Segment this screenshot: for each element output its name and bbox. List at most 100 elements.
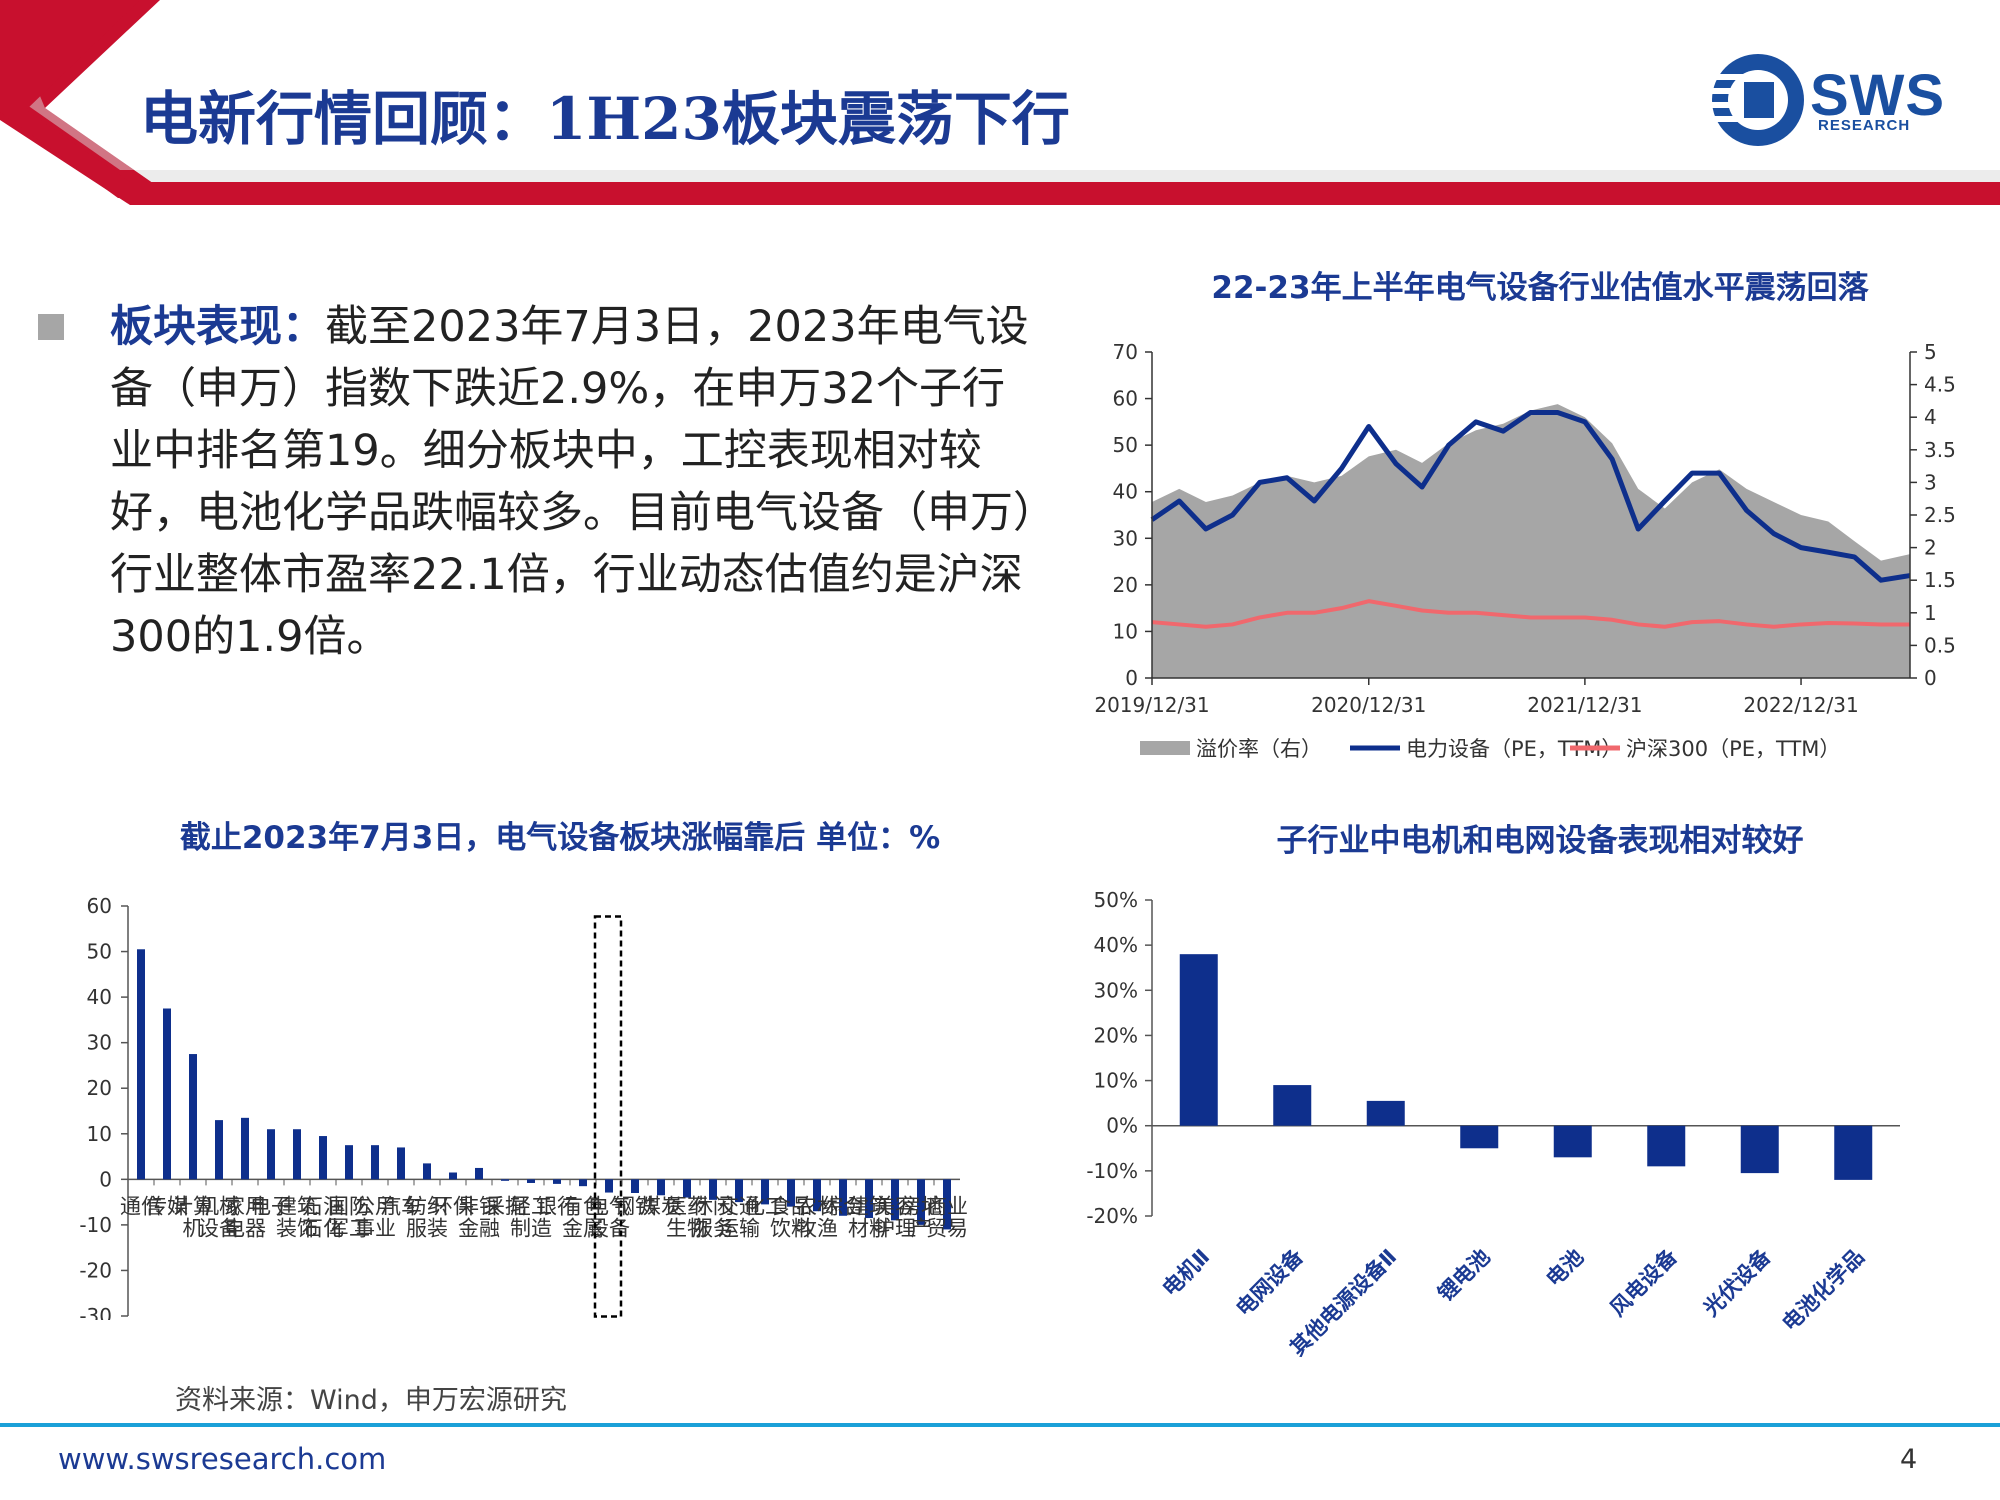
bar-美容护理 xyxy=(891,1179,899,1221)
chart1-title: 22-23年上半年电气设备行业估值水平震荡回落 xyxy=(1211,270,1869,306)
x-tick-label: 家用电器 xyxy=(224,1194,266,1240)
x-tick-label: 2020/12/31 xyxy=(1311,693,1426,717)
summary-body: 截至2023年7月3日，2023年电气设备（申万）指数下跌近2.9%，在申万32… xyxy=(110,302,1035,662)
y-left-tick-label: 20 xyxy=(1113,573,1138,597)
x-tick-label: 食品饮料 xyxy=(770,1194,812,1240)
highlight-box xyxy=(593,915,623,1318)
x-tick-label: 传媒 xyxy=(146,1194,188,1218)
y-tick-label: -30 xyxy=(79,1304,112,1320)
y-right-tick-label: 3 xyxy=(1924,470,1937,494)
sws-logo-icon xyxy=(1710,54,1804,146)
y-left-tick-label: 70 xyxy=(1113,340,1138,364)
bar-计算机 xyxy=(189,1054,197,1180)
y-left-tick-label: 0 xyxy=(1125,666,1138,690)
y-right-tick-label: 2.5 xyxy=(1924,503,1956,527)
bar-房地产 xyxy=(917,1179,925,1225)
bar-国防军工 xyxy=(345,1145,353,1180)
chart3-title: 子行业中电机和电网设备表现相对较好 xyxy=(1276,823,1804,859)
legend-label: 沪深300（PE，TTM） xyxy=(1626,737,1840,761)
logo-text: SWS xyxy=(1810,63,1946,128)
bar-农林牧渔 xyxy=(813,1179,821,1212)
y-right-tick-label: 0 xyxy=(1924,666,1937,690)
y-tick-label: 40% xyxy=(1094,933,1138,957)
x-tick-label: 房地产 xyxy=(900,1194,942,1240)
x-tick-label: 电机Ⅱ xyxy=(1158,1245,1214,1301)
bar-轻工制造 xyxy=(527,1179,535,1183)
y-tick-label: 10 xyxy=(87,1122,112,1146)
y-right-tick-label: 4.5 xyxy=(1924,373,1956,397)
y-tick-label: 30% xyxy=(1094,978,1138,1002)
bar-建筑装饰 xyxy=(293,1129,301,1180)
x-tick-label: 2019/12/31 xyxy=(1094,693,1209,717)
bar-家用电器 xyxy=(241,1117,249,1180)
bar-光伏设备 xyxy=(1740,1125,1779,1174)
y-tick-label: 0% xyxy=(1106,1114,1138,1138)
y-tick-label: 20 xyxy=(87,1076,112,1100)
bar-食品饮料 xyxy=(787,1179,795,1207)
x-tick-label: 锂电池 xyxy=(1433,1245,1495,1307)
bar-传媒 xyxy=(163,1008,171,1180)
y-left-tick-label: 30 xyxy=(1113,526,1138,550)
y-right-tick-label: 1 xyxy=(1924,601,1937,625)
y-tick-label: -20 xyxy=(79,1258,112,1282)
x-tick-label: 农林牧渔 xyxy=(796,1194,838,1240)
bar-煤炭 xyxy=(657,1179,665,1196)
bar-有色金属 xyxy=(579,1179,587,1187)
bar-其他电源设备Ⅱ xyxy=(1366,1100,1405,1126)
industry-bar-chart: -30-20-100102030405060通信传媒计算机机械设备家用电器电子建… xyxy=(79,894,968,1320)
footer-url[interactable]: www.swsresearch.com xyxy=(58,1442,387,1476)
y-right-tick-label: 2 xyxy=(1924,536,1937,560)
x-tick-label: 美容护理 xyxy=(874,1194,916,1240)
x-tick-label: 采掘 xyxy=(484,1194,526,1218)
bar-电池 xyxy=(1553,1125,1592,1158)
x-tick-label: 石油石化 xyxy=(302,1194,344,1240)
bar-银行 xyxy=(553,1179,561,1184)
bar-汽车 xyxy=(397,1147,405,1180)
bar-建筑材料 xyxy=(865,1179,873,1219)
bar-休闲服务 xyxy=(709,1179,717,1200)
x-tick-label: 交通运输 xyxy=(718,1194,760,1240)
x-tick-label: 钢铁 xyxy=(614,1194,656,1218)
legend-swatch-area xyxy=(1140,741,1190,755)
x-tick-label: 光伏设备 xyxy=(1698,1244,1776,1322)
y-tick-label: 20% xyxy=(1094,1023,1138,1047)
y-right-tick-label: 3.5 xyxy=(1924,438,1956,462)
header-band xyxy=(0,0,2000,198)
y-tick-label: 50% xyxy=(1094,888,1138,912)
bar-化工 xyxy=(761,1179,769,1205)
x-tick-label: 综合 xyxy=(822,1194,864,1218)
x-tick-label: 机械设备 xyxy=(198,1194,240,1240)
x-tick-label: 2021/12/31 xyxy=(1527,693,1642,717)
x-tick-label: 计算机 xyxy=(172,1194,214,1240)
x-tick-label: 商业贸易 xyxy=(926,1194,968,1240)
x-tick-label: 非银金融 xyxy=(458,1194,500,1240)
x-tick-label: 环保 xyxy=(432,1194,474,1218)
bar-锂电池 xyxy=(1460,1125,1499,1149)
x-tick-label: 电子 xyxy=(250,1194,292,1218)
chart2-title: 截止2023年7月3日，电气设备板块涨幅靠后 单位：% xyxy=(179,820,941,856)
x-tick-label: 纺织服装 xyxy=(406,1194,448,1240)
bar-电气设备 xyxy=(605,1179,613,1193)
x-tick-label: 电池化学品 xyxy=(1778,1245,1869,1336)
bar-公用事业 xyxy=(371,1145,379,1180)
y-tick-label: -20% xyxy=(1086,1204,1138,1228)
bar-电机Ⅱ xyxy=(1179,954,1218,1126)
x-tick-label: 银行 xyxy=(536,1194,578,1218)
page-title: 电新行情回顾：1H23板块震荡下行 xyxy=(140,85,1070,153)
bar-医药生物 xyxy=(683,1179,691,1198)
x-tick-label: 国防军工 xyxy=(328,1194,370,1240)
valuation-chart: 0 10 20 30 40 50 60 70 0 0.5 1 1.5 2 2.5 3 3.5 4 4.5 5 2019… xyxy=(1094,340,1956,761)
y-right-tick-label: 1.5 xyxy=(1924,568,1956,592)
footer-divider xyxy=(0,1423,2000,1427)
series-premium-area xyxy=(1152,404,1910,678)
y-left-tick-label: 50 xyxy=(1113,433,1138,457)
bar-交通运输 xyxy=(735,1179,743,1203)
source-note: 资料来源：Wind，申万宏源研究 xyxy=(175,1385,567,1416)
y-right-tick-label: 4 xyxy=(1924,405,1937,429)
y-tick-label: 0 xyxy=(99,1167,112,1191)
x-tick-label: 煤炭 xyxy=(640,1194,682,1218)
bar-石油石化 xyxy=(319,1136,327,1180)
bar-商业贸易 xyxy=(943,1179,951,1230)
x-tick-label: 建筑装饰 xyxy=(276,1194,318,1240)
